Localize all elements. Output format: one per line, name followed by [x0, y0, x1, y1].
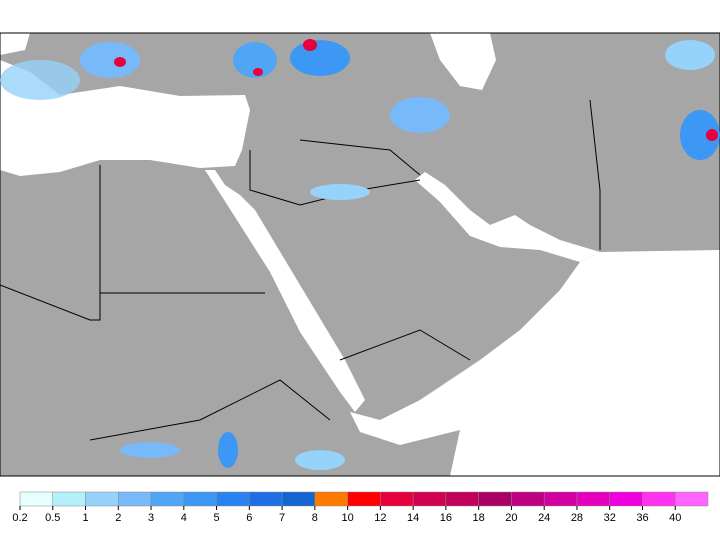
color-box [281, 491, 316, 507]
tick-label: 3 [148, 512, 154, 524]
map [0, 32, 720, 477]
tick-label: 24 [538, 512, 550, 524]
colorbar: 0.2 0.5 1 2 3 4 5 6 7 8 10 12 14 16 18 20 24 28 32 36 40 [12, 491, 709, 524]
color-box [478, 491, 512, 507]
tick-label: 4 [181, 512, 187, 524]
color-box [85, 491, 119, 507]
color-box [347, 491, 381, 507]
color-box [511, 491, 545, 507]
color-box [314, 491, 348, 507]
tick-label: 1 [82, 512, 88, 524]
tick-label: 20 [505, 512, 517, 524]
color-box [249, 491, 283, 507]
color-box [412, 491, 447, 507]
color-box [216, 491, 250, 507]
color-box [19, 491, 54, 507]
color-box [576, 491, 610, 507]
seas [0, 33, 720, 476]
color-box [150, 491, 185, 507]
tick-label: 10 [341, 512, 353, 524]
tick-label: 5 [214, 512, 220, 524]
color-box [183, 491, 217, 507]
tick-label: 36 [636, 512, 648, 524]
borders [0, 32, 720, 477]
color-box [642, 491, 676, 507]
color-box [380, 491, 414, 507]
color-box [609, 491, 643, 507]
color-box [52, 491, 86, 507]
tick-label: 40 [669, 512, 681, 524]
tick-label: 2 [115, 512, 121, 524]
color-box [543, 491, 578, 507]
tick-label: 6 [246, 512, 252, 524]
tick-label: 16 [440, 512, 452, 524]
color-box [118, 491, 152, 507]
tick-label: 0.5 [45, 512, 60, 524]
tick-label: 0.2 [12, 512, 27, 524]
tick-label: 14 [407, 512, 419, 524]
tick-label: 32 [604, 512, 616, 524]
tick-label: 28 [571, 512, 583, 524]
tick-label: 7 [279, 512, 285, 524]
tick-label: 18 [473, 512, 485, 524]
tick-label: 8 [312, 512, 318, 524]
color-box [445, 491, 479, 507]
precipitation [0, 39, 720, 470]
color-box [674, 491, 709, 507]
tick-label: 12 [374, 512, 386, 524]
